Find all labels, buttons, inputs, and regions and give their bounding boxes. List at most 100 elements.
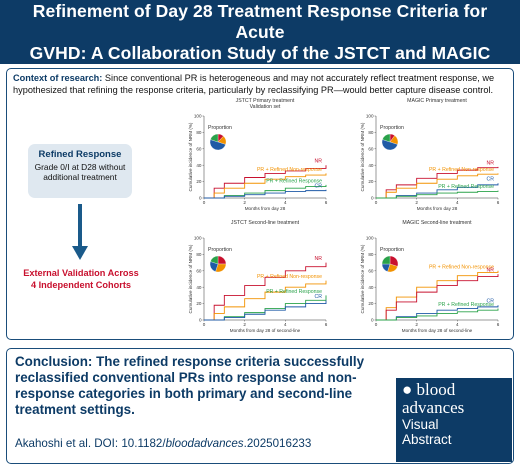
pie-slice (210, 133, 219, 143)
y-tick-label: 60 (368, 268, 374, 273)
blood-advances-logo: ● blood advances Visual Abstract (396, 378, 512, 462)
y-tick-label: 80 (368, 130, 374, 135)
series-label: NR (315, 159, 323, 165)
y-tick-label: 0 (371, 318, 374, 323)
y-axis-label: Cumulative incidence of NRM (%) (188, 122, 193, 191)
chart-svg: JSTCT Second-line treatment 0 20 40 60 80 100 0… (188, 220, 328, 333)
series-label: NR (487, 160, 495, 166)
x-axis-label: Months from day 28 (245, 206, 286, 211)
citation-prefix: Akahoshi et al. DOI: 10.1182/ (15, 437, 166, 450)
y-tick-label: 40 (368, 285, 374, 290)
logo-blood-text: blood (416, 380, 456, 399)
series-line (204, 189, 327, 199)
x-tick-label: 4 (456, 200, 459, 205)
series-line (204, 280, 327, 321)
pie-title: Proportion (208, 247, 232, 253)
series-line (376, 173, 499, 199)
pie-slice (209, 139, 226, 151)
refined-response-box: Refined Response Grade 0/I at D28 withou… (28, 144, 132, 198)
conclusion-text: Conclusion: The refined response criteri… (15, 354, 400, 418)
pie-slice (381, 139, 398, 151)
chart-title: MAGIC Primary treatment (407, 98, 467, 104)
y-tick-label: 100 (366, 236, 374, 241)
series-line (204, 173, 327, 199)
pie-slice (382, 133, 391, 143)
series-line (204, 295, 327, 321)
y-tick-label: 80 (196, 130, 202, 135)
y-tick-label: 20 (196, 301, 202, 306)
pie-title: Proportion (380, 247, 404, 253)
series-label: PR + Refined Response (438, 184, 494, 190)
y-tick-label: 80 (196, 252, 202, 257)
y-tick-label: 40 (368, 163, 374, 168)
x-tick-label: 6 (497, 322, 500, 327)
series-line (204, 165, 327, 199)
x-axis-label: Months from day 28 of second-line (402, 328, 473, 333)
x-tick-label: 6 (325, 322, 328, 327)
series-line (376, 183, 499, 199)
x-tick-label: 6 (497, 200, 500, 205)
x-tick-label: 2 (243, 322, 246, 327)
series-label: NR (315, 256, 323, 262)
pie-slice (210, 255, 219, 265)
y-tick-label: 40 (196, 163, 202, 168)
header-banner: Refinement of Day 28 Treatment Response … (0, 0, 520, 64)
x-tick-label: 0 (375, 322, 378, 327)
context-panel: Context of research: Since conventional … (6, 68, 514, 340)
y-tick-label: 100 (194, 236, 202, 241)
pie-slice (381, 255, 391, 265)
citation-suffix: .2025016233 (243, 437, 312, 450)
chart-svg: MAGIC Primary treatment 0 20 40 60 80 100 0 2 4 6 M… (360, 98, 500, 211)
y-tick-label: 80 (368, 252, 374, 257)
blood-drop-icon: ● (402, 380, 413, 399)
x-tick-label: 4 (456, 322, 459, 327)
refined-response-title: Refined Response (38, 149, 122, 160)
series-line (204, 262, 327, 321)
series-label: CR (487, 299, 495, 305)
series-line (376, 190, 499, 199)
series-line (204, 184, 327, 199)
chart-title: Validation set (250, 104, 281, 110)
citation[interactable]: Akahoshi et al. DOI: 10.1182/bloodadvanc… (15, 437, 311, 450)
series-label: PR + Refined Non-response (257, 274, 322, 280)
series-label: PR + Refined Non-response (257, 167, 322, 173)
chart-magic-primary: MAGIC Primary treatment 0 20 40 60 80 100 0 2 4 6 M… (342, 96, 512, 221)
x-tick-label: 0 (375, 200, 378, 205)
series-line (376, 166, 499, 199)
y-tick-label: 100 (366, 114, 374, 119)
chart-title: MAGIC Second-line treatment (402, 220, 472, 226)
x-tick-label: 6 (325, 200, 328, 205)
y-tick-label: 100 (194, 114, 202, 119)
context-text: Context of research: Since conventional … (13, 73, 507, 96)
series-label: CR (315, 183, 323, 189)
x-tick-label: 4 (284, 322, 287, 327)
external-validation-text: External Validation Across 4 Independent… (23, 268, 139, 290)
y-tick-label: 20 (368, 301, 374, 306)
refined-response-desc: Grade 0/I at D28 without additional trea… (34, 162, 126, 182)
pie-title: Proportion (380, 125, 404, 131)
chart-magic-second-line: MAGIC Second-line treatment 0 20 40 60 80 100 0… (342, 218, 512, 343)
citation-italic: bloodadvances (165, 437, 244, 450)
x-axis-label: Months from day 28 of second-line (230, 328, 301, 333)
series-label: PR + Refined Non-response (429, 264, 494, 270)
conclusion-panel: Conclusion: The refined response criteri… (6, 348, 514, 464)
x-axis-label: Months from day 28 (417, 206, 458, 211)
series-label: CR (487, 177, 495, 183)
down-arrow-icon (72, 204, 88, 260)
y-axis-label: Cumulative incidence of NRM (%) (360, 122, 365, 191)
series-label: CR (315, 294, 323, 300)
x-tick-label: 2 (415, 322, 418, 327)
series-label: PR + Refined Response (266, 289, 322, 295)
series-label: PR + Refined Response (266, 178, 322, 184)
series-label: PR + Refined Response (438, 302, 494, 308)
y-axis-label: Cumulative incidence of NRM (%) (188, 244, 193, 313)
x-tick-label: 2 (415, 200, 418, 205)
logo-line-blood: ● blood (402, 381, 506, 399)
y-tick-label: 0 (199, 318, 202, 323)
y-tick-label: 60 (368, 146, 374, 151)
pie-slice (217, 255, 227, 265)
conclusion-body: The refined response criteria successful… (15, 354, 365, 417)
y-tick-label: 20 (368, 179, 374, 184)
pie-title: Proportion (208, 125, 232, 131)
